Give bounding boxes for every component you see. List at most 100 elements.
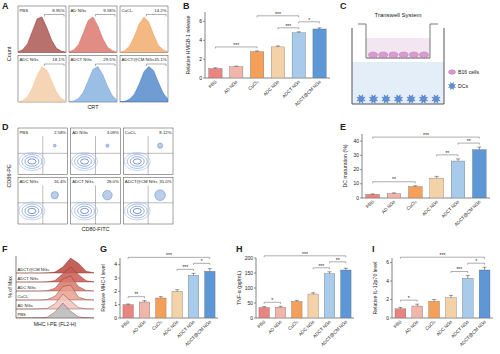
y-tick [118, 318, 120, 319]
gate-percent: 8.12% [159, 130, 171, 135]
y-axis-label: CD86-PE [6, 164, 12, 188]
significance-label: * [271, 297, 273, 303]
bar [429, 301, 440, 318]
bar [462, 278, 473, 318]
bar-chart: 010203040DC maturation (%)PBSAD NGsCuCl₂… [342, 132, 490, 228]
y-axis-label: % of Max [7, 276, 13, 298]
density-contour [127, 204, 147, 218]
error-bar [344, 268, 348, 270]
sample-name: CuCl₂ [125, 130, 137, 135]
panel-label: H [236, 244, 243, 254]
tick-label: 20 [353, 166, 359, 172]
legend-label: DCs [458, 83, 468, 89]
gate-percent: 18.1% [52, 57, 64, 62]
density-contour [133, 208, 141, 213]
bar [451, 161, 465, 198]
error-bar [295, 300, 299, 301]
tick-label: 2 [386, 296, 389, 302]
gated-population [106, 144, 109, 147]
transwell-insert [358, 24, 438, 58]
category-label: ADCT@CM NGs [184, 319, 213, 348]
b16-cell [399, 52, 408, 58]
bar-chart: 050100150200TNF-α (pg/mL)PBSAD NGsCuCl₂A… [236, 251, 354, 348]
significance-label: *** [440, 252, 446, 258]
histogram-curve [120, 17, 168, 53]
gate [146, 15, 166, 17]
insert-medium [366, 38, 430, 58]
category-label: AD NGs [267, 319, 283, 335]
category-label: CuCl₂ [247, 79, 259, 91]
significance-label: *** [423, 132, 429, 138]
plot-frame [18, 56, 66, 103]
error-bar [297, 31, 301, 33]
bar [395, 309, 406, 318]
significance-label: ** [336, 257, 340, 263]
medium [352, 62, 444, 104]
bar-chart: 0246Relative IL-12p70 levelPBSAD NGsCuCl… [372, 252, 493, 347]
category-label: AD NGs [404, 319, 420, 335]
plot-frame [69, 6, 117, 53]
category-label: PBS [365, 199, 375, 209]
sample-name: ADCT NGs [71, 57, 92, 62]
y-tick [203, 21, 205, 22]
density-contour [81, 159, 89, 164]
error-bar [208, 269, 212, 272]
y-tick [118, 291, 120, 292]
density-contour [72, 202, 98, 220]
dc-cell [382, 95, 390, 103]
y-tick [203, 78, 205, 79]
dc-cell [357, 95, 365, 103]
bar [313, 29, 326, 78]
gate [95, 15, 115, 17]
category-label: CuCl₂ [424, 319, 436, 331]
plot-area [123, 186, 173, 225]
density-contour [78, 206, 92, 216]
significance-label: *** [182, 264, 188, 270]
bar [250, 52, 263, 78]
quadrant-line [95, 136, 96, 175]
bar [188, 275, 198, 318]
significance-label: * [308, 17, 310, 23]
bar [275, 307, 285, 318]
category-label: AD NGs [223, 79, 239, 95]
error-bar [456, 159, 460, 161]
gate-percent: 28.0% [107, 179, 119, 184]
b16-cell [379, 52, 388, 58]
tick-label: 2 [199, 56, 202, 62]
category-label: PBS [120, 319, 130, 329]
figure: PBS8.95%AD NGs9.58%CuCl₂14.2%ADC NGs18.1… [0, 0, 500, 354]
gated-population [51, 192, 58, 199]
bar [387, 194, 401, 198]
density-contour [22, 154, 42, 168]
y-tick [254, 273, 256, 274]
panel-label: D [2, 122, 9, 132]
gate-percent: 35.1% [154, 57, 166, 62]
bar-chart: 01234Relative MHC-I levelPBSAD NGsCuCl₂A… [100, 252, 218, 347]
density-contour [130, 206, 144, 216]
density-contour [124, 152, 150, 170]
panel-label: A [2, 1, 9, 11]
dc-cell [407, 95, 415, 103]
error-bar [234, 66, 238, 68]
y-tick [360, 169, 362, 170]
category-label: ADCT@CM NGs [453, 199, 482, 228]
gate [95, 64, 115, 66]
legend-label: B16 cells [458, 69, 479, 75]
gated-population [155, 190, 166, 201]
error-bar [213, 67, 217, 69]
plot-area [123, 269, 215, 318]
sample-name: AD NGs [71, 8, 87, 13]
sample-name: ADCT NGs [72, 179, 93, 184]
tick-label: 1 [114, 301, 117, 307]
y-axis-label: DC maturation (%) [342, 144, 348, 187]
plot-area [120, 17, 168, 53]
plot-frame [18, 6, 66, 53]
gate-percent: 8.95% [52, 8, 64, 13]
tick-label: 4 [114, 261, 117, 267]
error-bar [432, 300, 436, 302]
category-label: ADCT@CM NGs [294, 79, 323, 108]
gate-percent: 14.2% [154, 8, 166, 13]
b16-cell [369, 52, 378, 58]
sample-name: AD NGs [72, 130, 88, 135]
bar [172, 291, 182, 318]
